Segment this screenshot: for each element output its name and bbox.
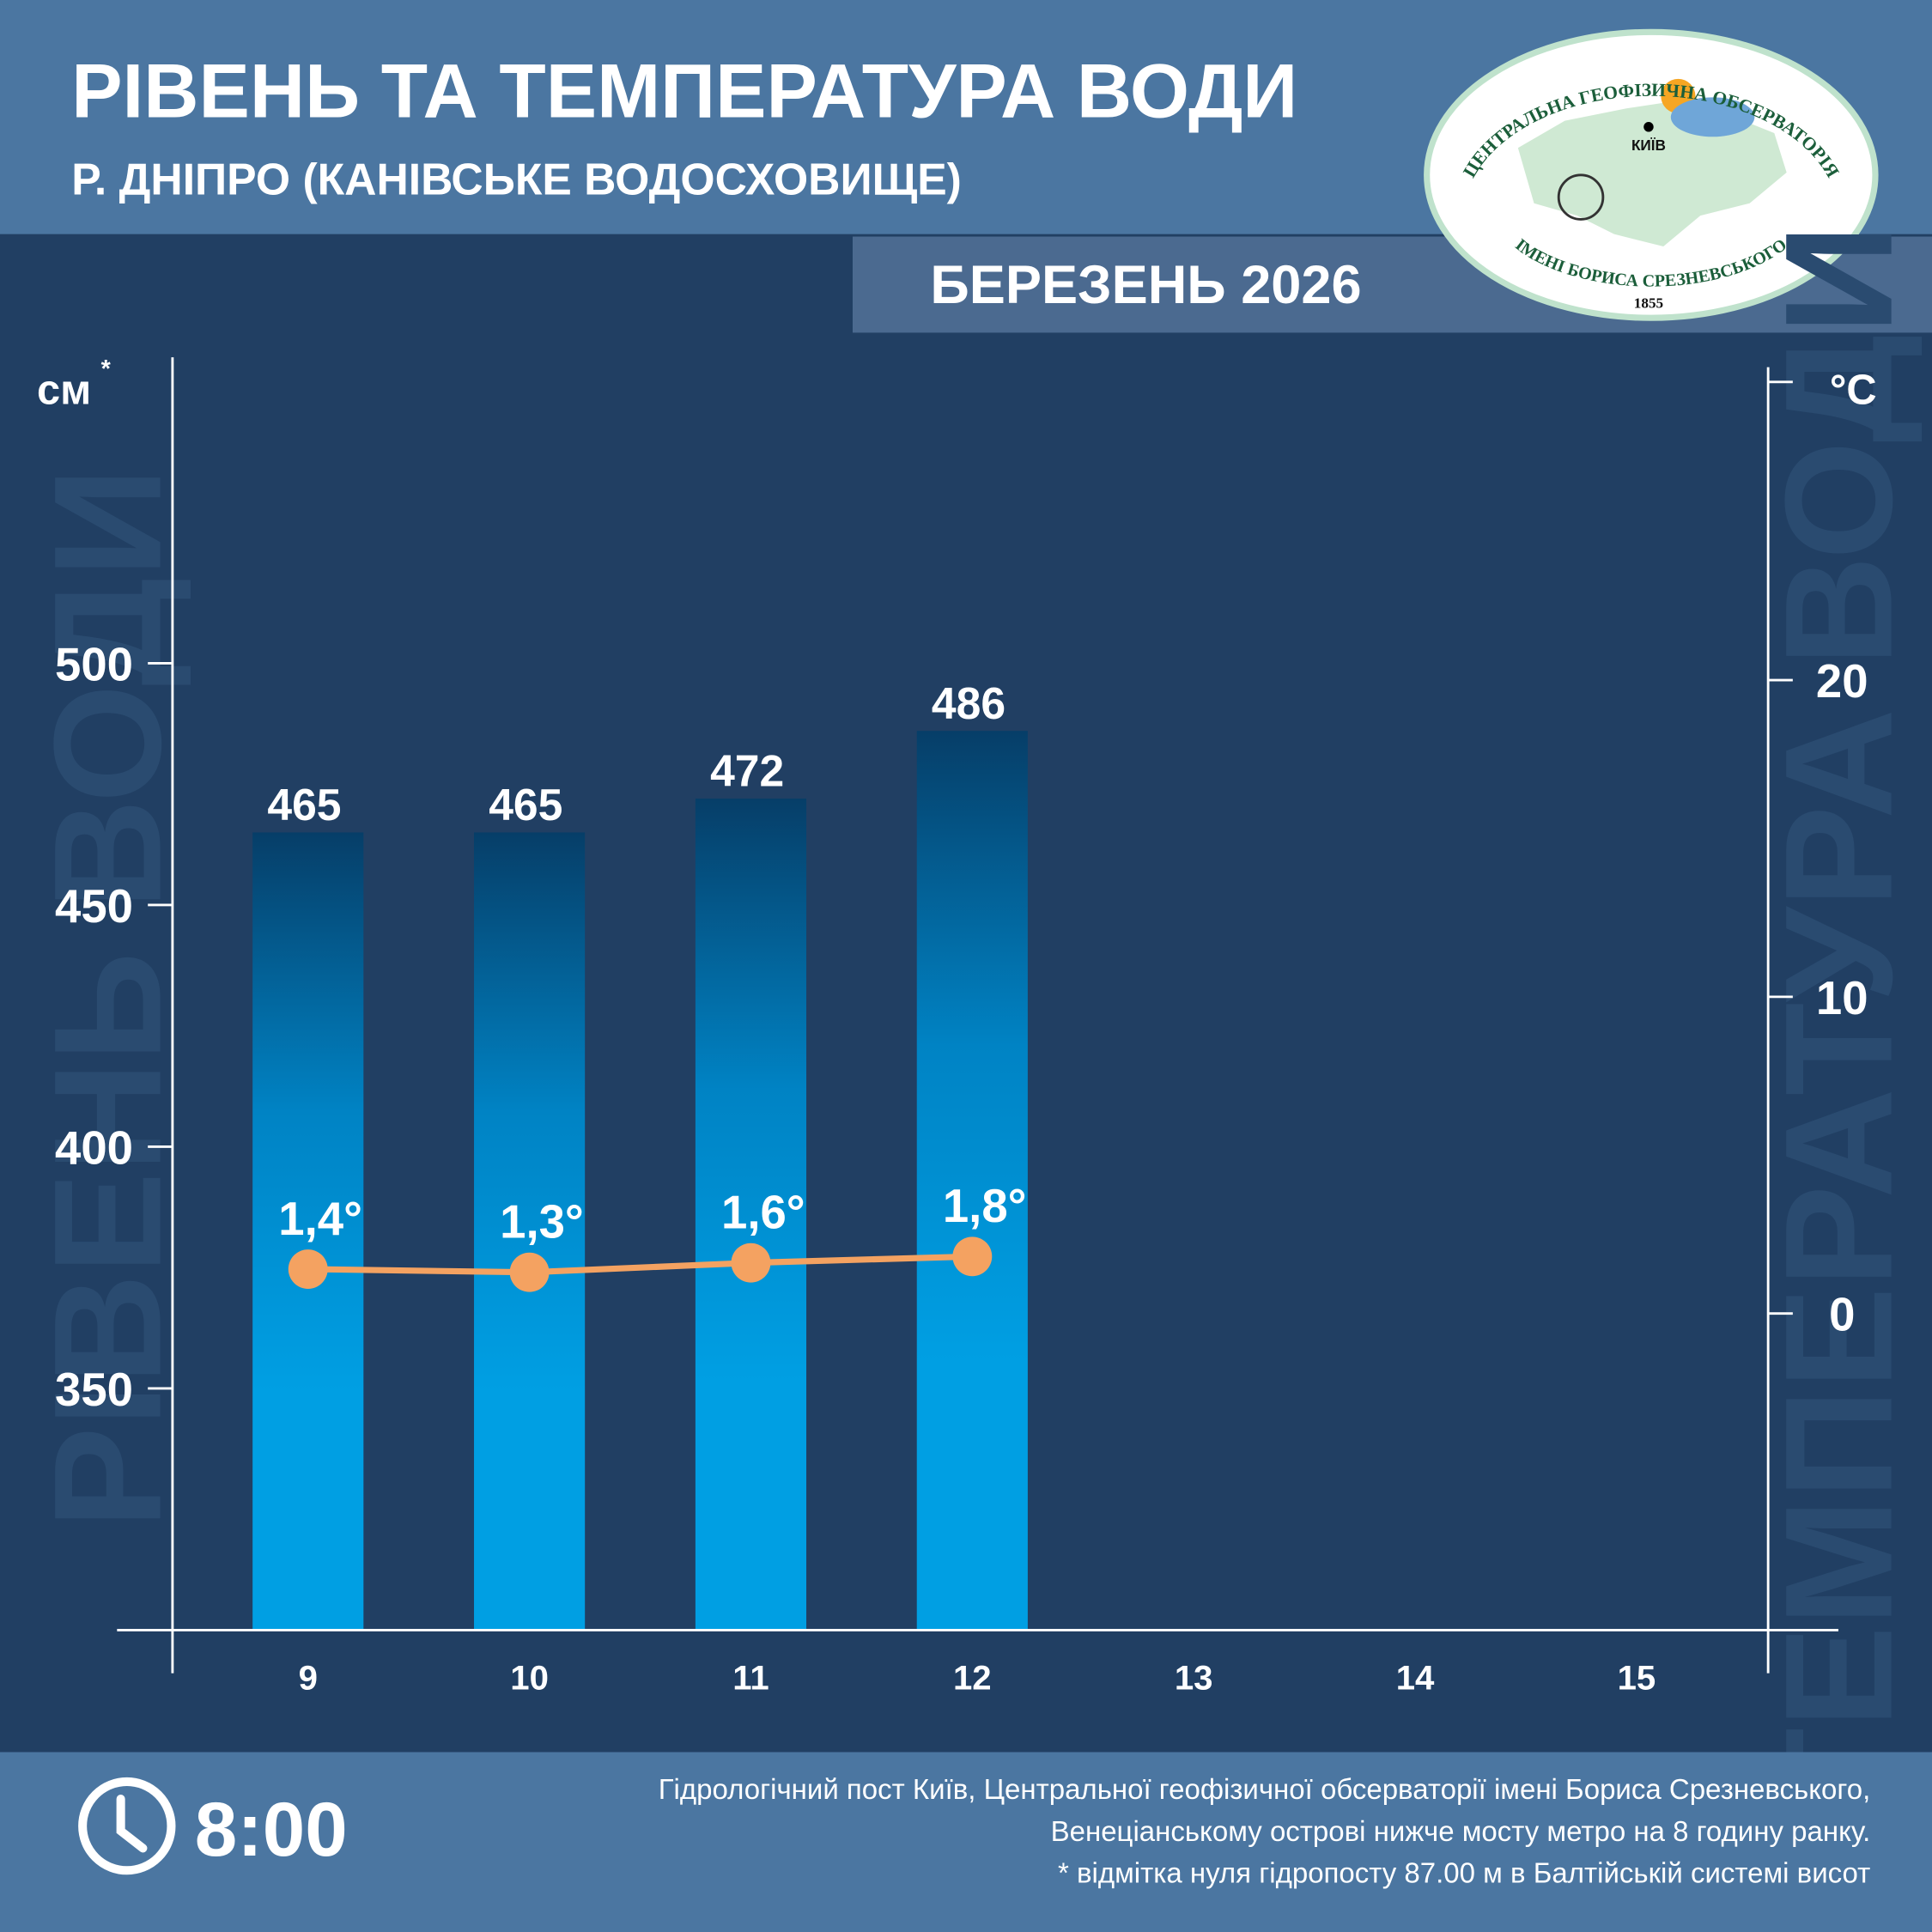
- temperature-point: [731, 1242, 771, 1283]
- bar-label: 486: [932, 678, 1005, 728]
- bar-label: 472: [710, 746, 784, 796]
- logo-dot: [1643, 122, 1654, 132]
- y-unit: см: [37, 368, 91, 414]
- logo-dish: [1557, 173, 1605, 221]
- bar: [916, 731, 1028, 1631]
- bar: [474, 832, 586, 1631]
- temperature-point: [952, 1236, 993, 1277]
- bar-label: 465: [267, 780, 341, 829]
- temperature-point: [509, 1252, 550, 1292]
- x-tick-label: 11: [732, 1658, 769, 1697]
- x-tick-label: 9: [299, 1658, 318, 1697]
- footer: [0, 1752, 1932, 1932]
- x-tick-label: 12: [953, 1658, 992, 1697]
- logo: ЦЕНТРАЛЬНА ГЕОФІЗИЧНА ОБСЕРВАТОРІЯ ІМЕНІ…: [1424, 28, 1879, 321]
- x-tick-label: 15: [1618, 1658, 1656, 1697]
- y2-watermark: ТЕМПЕРАТУРА ВОДИ: [1753, 224, 1924, 1821]
- y-unit-mark: *: [101, 355, 112, 383]
- bar: [252, 832, 364, 1631]
- y2-tick-label: 0: [1829, 1289, 1855, 1341]
- note: Венеціанському острові нижче мосту метро…: [1051, 1815, 1871, 1847]
- y2-unit: °C: [1830, 368, 1877, 414]
- logo-map: [1517, 100, 1787, 246]
- temperature-line: [307, 1253, 973, 1276]
- logo-city: КИЇВ: [1631, 137, 1666, 154]
- note: * відмітка нуля гідропосту 87.00 м в Бал…: [1058, 1857, 1870, 1889]
- temperature-label: 1,4°: [278, 1193, 362, 1245]
- logo-year: 1855: [1634, 295, 1663, 312]
- x-tick-label: 13: [1175, 1658, 1213, 1697]
- title: РІВЕНЬ ТА ТЕМПЕРАТУРА ВОДИ: [71, 47, 1297, 133]
- clock-icon: [78, 1777, 176, 1875]
- y-tick-label: 350: [55, 1364, 133, 1416]
- clock-hands: [116, 1795, 148, 1853]
- logo-cloud: [1670, 97, 1755, 137]
- temperature-label: 1,6°: [721, 1186, 805, 1238]
- temperature-point: [288, 1249, 328, 1289]
- y-watermark: РІВЕНЬ ВОДИ: [22, 467, 193, 1528]
- y-tick-label: 500: [55, 638, 133, 690]
- plot: 350 400 450 500 0 10 20 465 465 472 486 1,4° 1,3° 1,6…: [55, 357, 1868, 1697]
- y2-tick-label: 20: [1816, 655, 1868, 708]
- y-tick-label: 450: [55, 880, 133, 933]
- y2-tick-label: 10: [1816, 972, 1868, 1024]
- y-tick-label: 400: [55, 1122, 133, 1175]
- bar-label: 465: [489, 780, 562, 829]
- note: Гідрологічний пост Київ, Центральної гео…: [659, 1773, 1871, 1805]
- x-tick-label: 14: [1396, 1658, 1435, 1697]
- bar: [695, 799, 807, 1631]
- period: БЕРЕЗЕНЬ 2026: [930, 255, 1361, 315]
- time: 8:00: [195, 1786, 348, 1872]
- subtitle: Р. ДНІПРО (КАНІВСЬКЕ ВОДОСХОВИЩЕ): [71, 155, 962, 204]
- x-tick-label: 10: [510, 1658, 549, 1697]
- temperature-label: 1,8°: [943, 1180, 1027, 1232]
- temperature-label: 1,3°: [500, 1196, 584, 1249]
